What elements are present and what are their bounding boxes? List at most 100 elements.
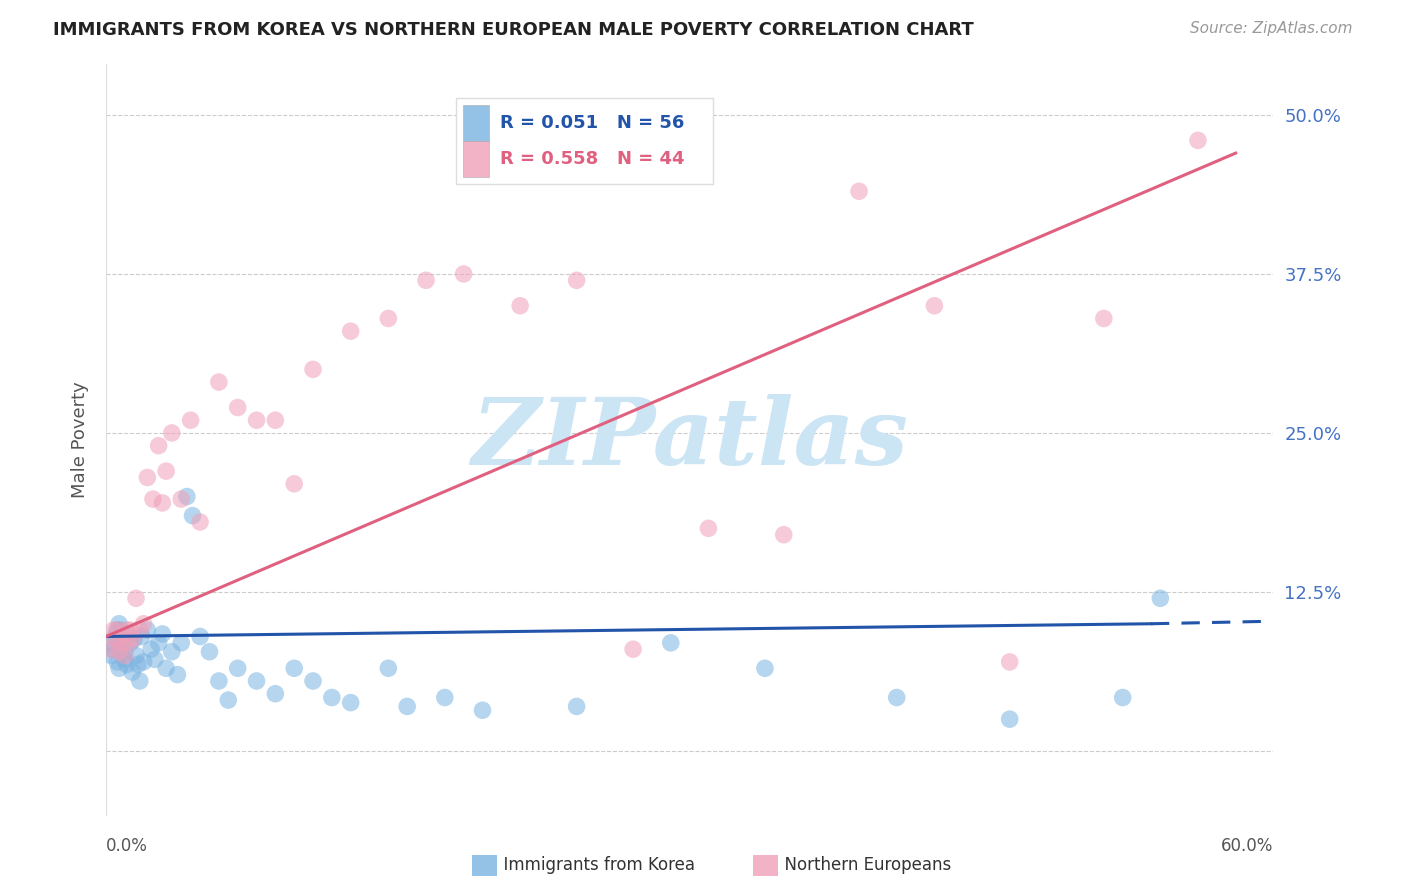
Point	[120, 636, 142, 650]
Point	[226, 661, 249, 675]
Point	[148, 636, 170, 650]
Point	[128, 623, 150, 637]
Point	[321, 690, 343, 705]
Point	[131, 630, 153, 644]
Point	[152, 627, 174, 641]
Point	[245, 673, 267, 688]
Point	[148, 439, 170, 453]
Point	[110, 623, 132, 637]
Text: R = 0.558   N = 44: R = 0.558 N = 44	[501, 150, 685, 168]
Text: Immigrants from Korea: Immigrants from Korea	[492, 856, 695, 874]
Point	[924, 299, 946, 313]
Point	[1187, 133, 1209, 147]
Point	[377, 311, 399, 326]
Point	[132, 655, 155, 669]
Point	[453, 267, 475, 281]
Point	[302, 362, 325, 376]
Point	[659, 636, 682, 650]
Point	[103, 623, 125, 637]
Point	[152, 496, 174, 510]
Bar	[463, 105, 489, 141]
Point	[754, 661, 776, 675]
Point	[181, 508, 204, 523]
Point	[132, 616, 155, 631]
Point	[117, 636, 139, 650]
Point	[115, 623, 138, 637]
Point	[98, 636, 121, 650]
Point	[115, 657, 138, 672]
Text: 0.0%: 0.0%	[105, 837, 148, 855]
Point	[114, 652, 136, 666]
Point	[121, 665, 143, 679]
Point	[565, 273, 588, 287]
Point	[339, 324, 361, 338]
Point	[998, 655, 1021, 669]
Point	[110, 642, 132, 657]
Point	[198, 645, 221, 659]
Point	[415, 273, 437, 287]
Point	[471, 703, 494, 717]
Point	[509, 299, 531, 313]
Point	[1111, 690, 1133, 705]
Point	[160, 645, 183, 659]
Text: Northern Europeans: Northern Europeans	[773, 856, 952, 874]
Point	[208, 673, 231, 688]
Point	[433, 690, 456, 705]
Point	[302, 673, 325, 688]
Point	[127, 657, 149, 672]
Point	[166, 667, 188, 681]
Point	[208, 375, 231, 389]
Text: 60.0%: 60.0%	[1220, 837, 1274, 855]
Point	[245, 413, 267, 427]
Point	[283, 476, 305, 491]
Point	[226, 401, 249, 415]
Point	[105, 623, 128, 637]
Point	[155, 464, 177, 478]
Point	[108, 616, 131, 631]
Point	[105, 623, 128, 637]
Point	[396, 699, 419, 714]
Point	[176, 490, 198, 504]
Point	[136, 470, 159, 484]
Point	[565, 699, 588, 714]
Point	[998, 712, 1021, 726]
Point	[128, 673, 150, 688]
Point	[1149, 591, 1171, 606]
Point	[264, 413, 287, 427]
Point	[110, 636, 132, 650]
Point	[104, 630, 127, 644]
Point	[180, 413, 202, 427]
Point	[98, 642, 121, 657]
Point	[217, 693, 239, 707]
Point	[136, 623, 159, 637]
Point	[122, 632, 145, 646]
Point	[120, 623, 142, 637]
Point	[377, 661, 399, 675]
Text: ZIPatlas: ZIPatlas	[471, 394, 908, 484]
Point	[848, 184, 870, 198]
Text: R = 0.051   N = 56: R = 0.051 N = 56	[501, 114, 685, 132]
Point	[170, 636, 193, 650]
Point	[886, 690, 908, 705]
Text: Source: ZipAtlas.com: Source: ZipAtlas.com	[1189, 21, 1353, 36]
Point	[114, 648, 136, 663]
Point	[121, 632, 143, 646]
Point	[339, 696, 361, 710]
Point	[105, 655, 128, 669]
Point	[139, 642, 162, 657]
Point	[1092, 311, 1115, 326]
Point	[621, 642, 644, 657]
Bar	[463, 141, 489, 177]
Point	[143, 652, 166, 666]
Point	[103, 642, 125, 657]
Point	[114, 645, 136, 659]
Point	[111, 630, 134, 644]
Point	[142, 492, 165, 507]
Point	[188, 515, 211, 529]
Point	[125, 648, 148, 663]
Point	[170, 492, 193, 507]
Point	[772, 527, 794, 541]
Y-axis label: Male Poverty: Male Poverty	[72, 381, 89, 498]
Text: IMMIGRANTS FROM KOREA VS NORTHERN EUROPEAN MALE POVERTY CORRELATION CHART: IMMIGRANTS FROM KOREA VS NORTHERN EUROPE…	[53, 21, 974, 38]
Point	[283, 661, 305, 675]
